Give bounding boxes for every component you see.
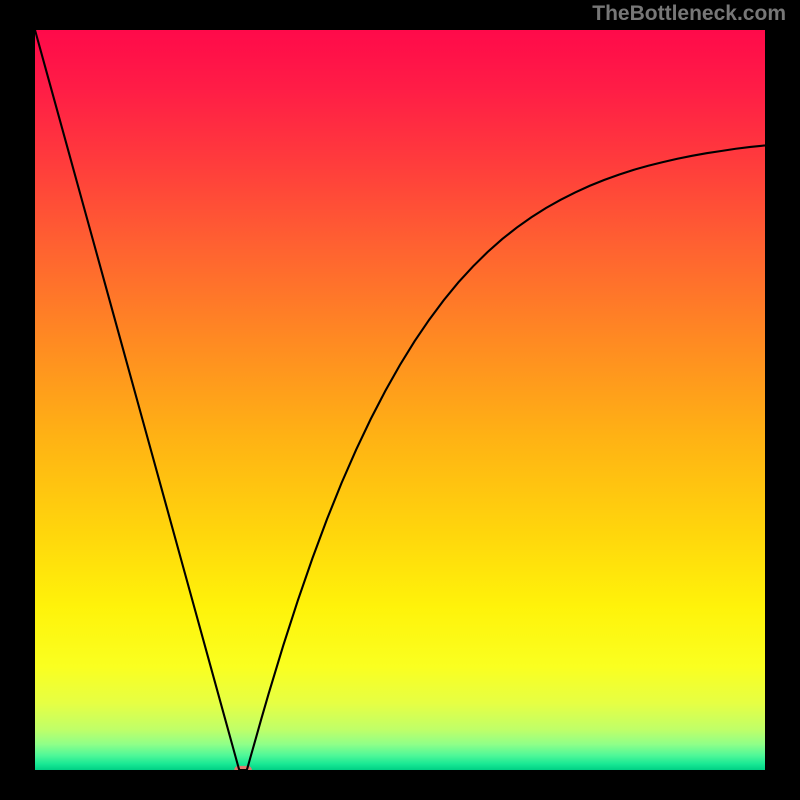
bottleneck-chart-container: TheBottleneck.com <box>0 0 800 800</box>
plot-background <box>35 30 765 770</box>
chart-svg <box>0 0 800 800</box>
watermark-text: TheBottleneck.com <box>592 2 786 26</box>
